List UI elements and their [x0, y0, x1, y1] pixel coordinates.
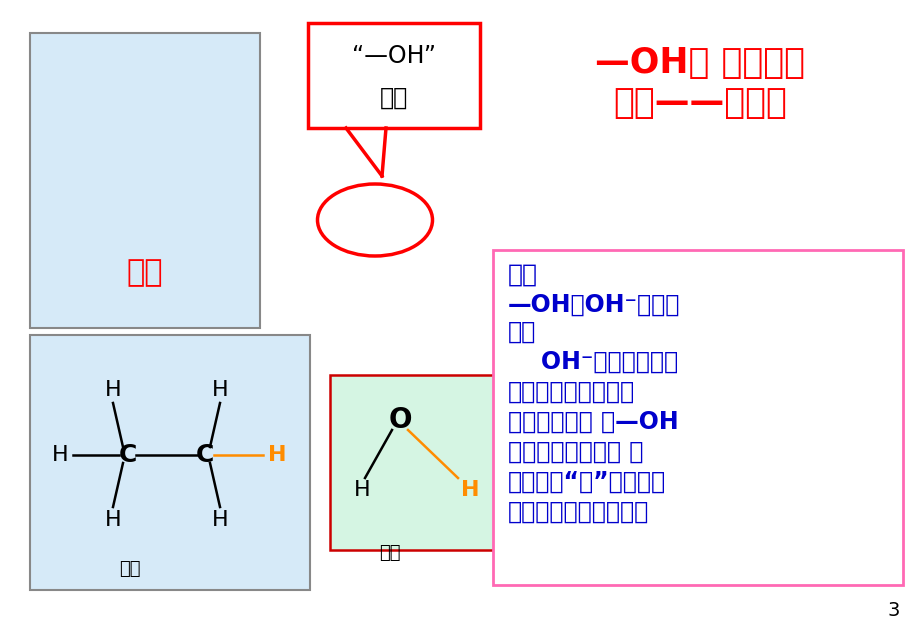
Text: C: C — [119, 443, 137, 467]
Text: “—OH”: “—OH” — [352, 44, 436, 68]
Text: 羟基: 羟基 — [379, 544, 401, 562]
Text: 则不能独立存在， 必: 则不能独立存在， 必 — [507, 440, 642, 464]
Text: OH⁻是能独立存在: OH⁻是能独立存在 — [507, 350, 677, 374]
Text: H: H — [105, 380, 121, 400]
Text: 3: 3 — [887, 601, 899, 620]
Text: 乙基: 乙基 — [127, 258, 163, 288]
Text: 思考: 思考 — [507, 263, 538, 287]
Text: 中的阴离子， 而—OH: 中的阴离子， 而—OH — [507, 410, 678, 434]
Text: 能团——羟基。: 能团——羟基。 — [612, 86, 786, 120]
Text: H: H — [105, 510, 121, 530]
Text: 是显电中性的原子团。: 是显电中性的原子团。 — [507, 500, 649, 524]
FancyBboxPatch shape — [30, 33, 260, 328]
Text: 同？: 同？ — [507, 320, 536, 344]
Text: 乙基: 乙基 — [119, 560, 141, 578]
FancyBboxPatch shape — [308, 23, 480, 128]
Text: H: H — [460, 480, 479, 500]
Text: —OH， 乙醇的官: —OH， 乙醇的官 — [595, 46, 804, 80]
FancyBboxPatch shape — [30, 335, 310, 590]
Text: H: H — [267, 445, 286, 465]
Text: H: H — [353, 480, 370, 500]
FancyBboxPatch shape — [493, 250, 902, 585]
Text: H: H — [211, 510, 228, 530]
Text: C: C — [196, 443, 214, 467]
Text: 羟基: 羟基 — [380, 86, 408, 110]
FancyBboxPatch shape — [330, 375, 494, 550]
Text: O: O — [388, 406, 412, 434]
Text: 须和其他“基”相结合，: 须和其他“基”相结合， — [507, 470, 665, 494]
Text: H: H — [211, 380, 228, 400]
Text: 于溶液或离子化合物: 于溶液或离子化合物 — [507, 380, 634, 404]
Text: —OH与OH⁻有何不: —OH与OH⁻有何不 — [507, 293, 680, 317]
Text: H: H — [51, 445, 68, 465]
